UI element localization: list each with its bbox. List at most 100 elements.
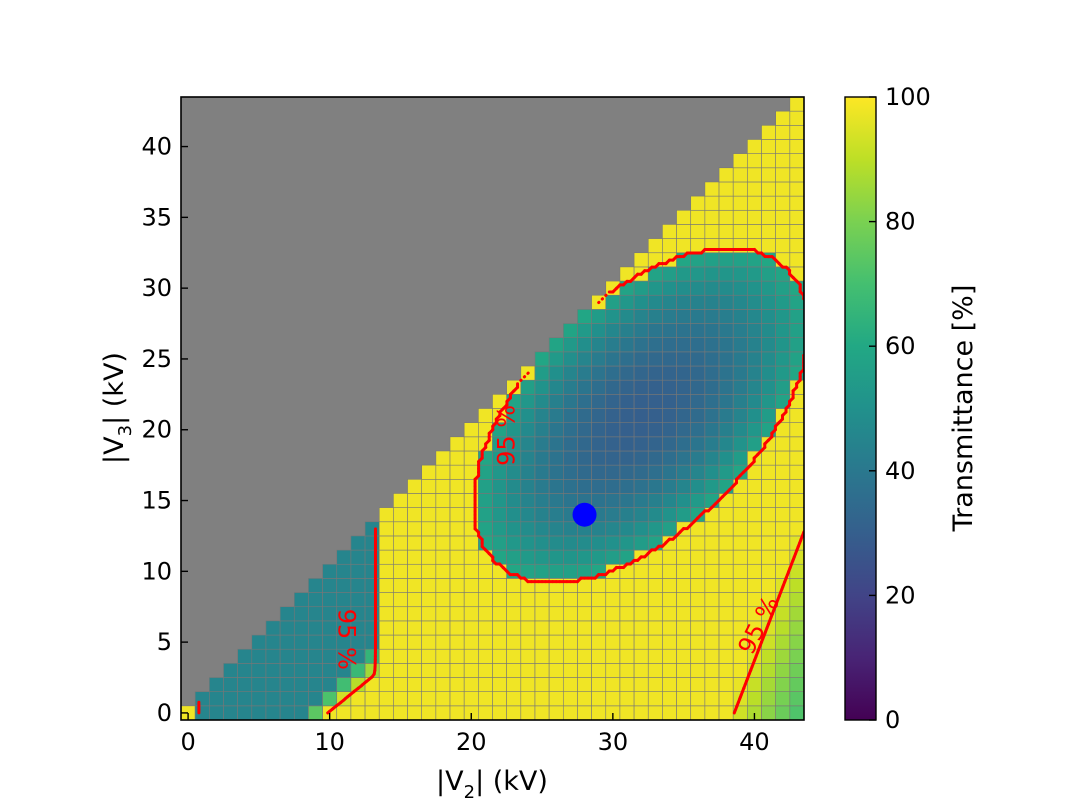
heatmap-cell <box>662 280 677 296</box>
heatmap-cell <box>690 450 706 466</box>
heatmap-cell <box>478 634 493 650</box>
heatmap-cell <box>449 549 465 565</box>
heatmap-cell <box>775 209 791 225</box>
heatmap-cell <box>562 521 578 537</box>
heatmap-cell <box>633 507 649 523</box>
heatmap-cell <box>647 663 663 678</box>
heatmap-cell <box>690 394 706 409</box>
heatmap-cell <box>761 266 776 282</box>
heatmap-cell <box>364 606 380 622</box>
heatmap-cell <box>562 337 578 353</box>
heatmap-cell <box>534 521 550 537</box>
heatmap-cell <box>732 337 748 353</box>
heatmap-cell <box>577 309 592 324</box>
x-tick-label: 10 <box>314 728 345 756</box>
heatmap-cell <box>619 521 635 537</box>
heatmap-cell <box>605 663 621 678</box>
heatmap-cell <box>789 705 805 721</box>
heatmap-cell <box>562 663 578 678</box>
heatmap-cell <box>775 153 791 169</box>
heatmap-cell <box>690 280 706 296</box>
heatmap-cell <box>378 535 394 551</box>
heatmap-cell <box>761 323 776 339</box>
heatmap-cell <box>676 450 692 466</box>
heatmap-cell <box>747 153 762 169</box>
heatmap-cell <box>662 266 677 282</box>
heatmap-cell <box>761 450 776 466</box>
heatmap-cell <box>704 252 720 268</box>
heatmap-cell <box>704 592 720 608</box>
heatmap-cell <box>421 563 437 579</box>
heatmap-cell <box>704 266 720 282</box>
heatmap-cell <box>237 663 253 678</box>
heatmap-cell <box>789 634 805 650</box>
heatmap-cell <box>449 535 465 551</box>
heatmap-cell <box>775 705 791 721</box>
heatmap-cell <box>619 691 635 707</box>
heatmap-cell <box>605 323 621 339</box>
heatmap-cell <box>421 634 437 650</box>
heatmap-cell <box>534 549 550 565</box>
colorbar-tick-label: 60 <box>885 332 916 360</box>
heatmap-cell <box>591 478 607 494</box>
heatmap-cell <box>492 507 507 523</box>
heatmap-cell <box>662 238 677 254</box>
heatmap-cell <box>520 620 536 636</box>
heatmap-cell <box>789 493 805 508</box>
heatmap-cell <box>407 592 423 608</box>
heatmap-cell <box>704 365 720 381</box>
heatmap-cell <box>647 691 663 707</box>
heatmap-cell <box>775 167 791 183</box>
heatmap-cell <box>435 578 451 593</box>
heatmap-cell <box>704 634 720 650</box>
heatmap-cell <box>577 408 592 423</box>
heatmap-cell <box>336 705 352 721</box>
heatmap-cell <box>478 507 493 523</box>
heatmap-cell <box>449 450 465 466</box>
heatmap-cell <box>690 337 706 353</box>
heatmap-cell <box>251 691 267 707</box>
heatmap-cell <box>562 436 578 452</box>
heatmap-cell <box>534 450 550 466</box>
heatmap-cell <box>732 365 748 381</box>
heatmap-cell <box>619 493 635 508</box>
x-tick-label: 0 <box>180 728 195 756</box>
heatmap-cell <box>633 323 649 339</box>
heatmap-cell <box>308 691 323 707</box>
heatmap-cell <box>463 535 479 551</box>
heatmap-cell <box>704 181 720 197</box>
heatmap-cell <box>562 422 578 438</box>
heatmap-cell <box>548 507 564 523</box>
heatmap-cell <box>350 705 366 721</box>
heatmap-cell <box>647 620 663 636</box>
heatmap-cell <box>478 493 493 508</box>
heatmap-cell <box>421 592 437 608</box>
heatmap-cell <box>662 436 677 452</box>
heatmap-cell <box>591 323 607 339</box>
contour-segment <box>795 279 802 287</box>
heatmap-cell <box>619 450 635 466</box>
heatmap-cell <box>662 549 677 565</box>
heatmap-cell <box>775 238 791 254</box>
heatmap-cell <box>647 592 663 608</box>
heatmap-cell <box>676 294 692 310</box>
heatmap-cell <box>449 578 465 593</box>
heatmap-cell <box>662 663 677 678</box>
heatmap-cell <box>223 663 238 678</box>
heatmap-cell <box>364 705 380 721</box>
heatmap-cell <box>718 535 734 551</box>
heatmap-cell <box>775 323 791 339</box>
operating-point-marker <box>572 502 597 527</box>
heatmap-cell <box>478 663 493 678</box>
heatmap-cell <box>393 663 408 678</box>
heatmap-cell <box>336 578 352 593</box>
heatmap-cell <box>732 578 748 593</box>
heatmap-cell <box>761 379 776 395</box>
heatmap-cell <box>789 464 805 480</box>
heatmap-cell <box>520 408 536 423</box>
heatmap-cell <box>435 493 451 508</box>
heatmap-cell <box>393 563 408 579</box>
heatmap-cell <box>704 620 720 636</box>
heatmap-cell <box>619 309 635 324</box>
heatmap-cell <box>732 507 748 523</box>
